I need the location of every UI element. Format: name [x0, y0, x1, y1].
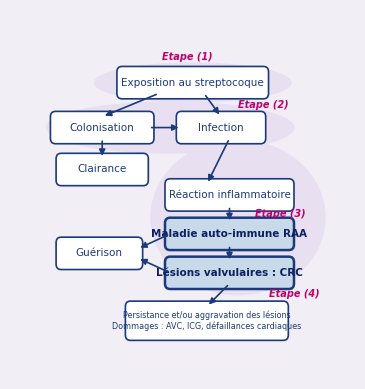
- Text: Persistance et/ou aggravation des lésions
Dommages : AVC, ICG, défaillances card: Persistance et/ou aggravation des lésion…: [112, 310, 301, 331]
- Text: Etape (4): Etape (4): [269, 289, 320, 299]
- FancyBboxPatch shape: [117, 67, 269, 99]
- FancyBboxPatch shape: [176, 111, 266, 144]
- Text: Réaction inflammatoire: Réaction inflammatoire: [169, 190, 291, 200]
- FancyBboxPatch shape: [165, 218, 294, 250]
- FancyBboxPatch shape: [50, 111, 154, 144]
- Text: Lésions valvulaires : CRC: Lésions valvulaires : CRC: [156, 268, 303, 278]
- Text: Exposition au streptocoque: Exposition au streptocoque: [121, 78, 264, 88]
- Text: Etape (3): Etape (3): [255, 209, 306, 219]
- Text: Clairance: Clairance: [78, 165, 127, 175]
- Text: Guérison: Guérison: [76, 248, 123, 258]
- Text: Infection: Infection: [198, 123, 244, 133]
- Text: Etape (2): Etape (2): [238, 100, 289, 110]
- FancyBboxPatch shape: [56, 153, 148, 186]
- FancyBboxPatch shape: [165, 257, 294, 289]
- FancyBboxPatch shape: [126, 301, 288, 340]
- Ellipse shape: [46, 102, 295, 154]
- Ellipse shape: [150, 140, 326, 295]
- FancyBboxPatch shape: [165, 179, 294, 211]
- Ellipse shape: [94, 62, 292, 103]
- Text: Etape (1): Etape (1): [162, 52, 212, 62]
- Text: Maladie auto-immune RAA: Maladie auto-immune RAA: [151, 229, 307, 239]
- FancyBboxPatch shape: [56, 237, 143, 270]
- Text: Colonisation: Colonisation: [70, 123, 135, 133]
